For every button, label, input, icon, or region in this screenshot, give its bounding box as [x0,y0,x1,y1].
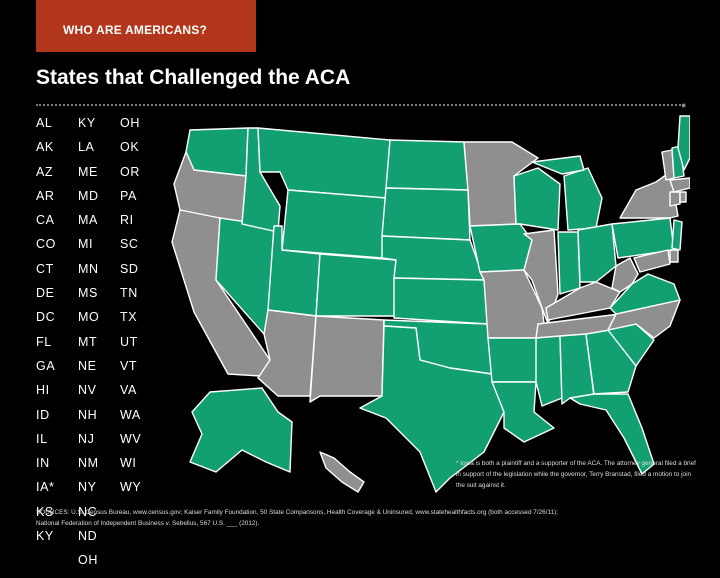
state-abbr: MN [78,261,99,276]
state-de [669,249,679,263]
state-abbr: DC [36,310,56,325]
section-tab: WHO ARE AMERICANS? [36,0,256,52]
state-ct [669,191,681,207]
state-abbr: MS [78,286,98,301]
state-nj [671,219,683,251]
state-abbr: KY [78,116,96,130]
state-abbr: ME [78,164,98,179]
state-abbr: OK [120,140,140,155]
state-abbr: CT [36,261,54,276]
state-abbr: ND [78,529,98,544]
state-abbr: SC [120,237,139,252]
state-ne [381,235,485,281]
state-abbr: MA [78,213,98,228]
state-abbr: TN [120,286,138,301]
state-abbr: OR [120,164,140,179]
state-abbr: MO [78,310,100,325]
state-ak [189,387,293,473]
state-abbr: CO [36,237,56,252]
state-mi-up [531,155,585,175]
state-abbr: HI [36,383,50,398]
us-states-map [171,115,690,493]
state-tx [359,325,505,493]
state-la [491,381,555,443]
state-abbr: AR [36,188,55,203]
state-abbr: OH [120,116,140,130]
state-abbr: FL [36,334,52,349]
state-abbr: PA [120,188,137,203]
state-ri [679,191,687,203]
state-abbr: NM [78,456,99,471]
state-co [315,253,397,317]
state-il [523,229,559,325]
state-abbr: DE [36,286,55,301]
state-abbr: TX [120,310,138,325]
state-nm [309,315,385,403]
state-abbr: OH [78,553,98,568]
section-tab-label: WHO ARE AMERICANS? [63,23,208,37]
state-abbr: WI [120,456,137,471]
state-wi [513,167,561,231]
state-abbr: WA [120,407,141,422]
state-column-3: OH OK OR PA RI SC SD TN TX UT VT VA WA WV WI WY [120,116,141,505]
state-abbr: AL [36,116,53,130]
state-column-1: AL AK AZ AR CA CO CT DE DC FL GA HI ID IL IN IA* KS KY [36,116,56,553]
state-abbr: GA [36,358,56,373]
state-abbr: ID [36,407,50,422]
state-abbr: MI [78,237,94,252]
state-mt [257,127,391,199]
state-abbr: NH [78,407,98,422]
state-abbr: CA [36,213,55,228]
iowa-footnote: * Iowa is both a plaintiff and a support… [456,460,696,489]
state-ga [585,329,637,395]
state-abbr: NY [78,480,97,495]
state-abbr: RI [120,213,134,228]
state-abbr: WV [120,431,142,446]
state-abbr: KY [36,529,54,544]
state-abbr: LA [78,140,95,155]
state-wa [185,127,249,177]
state-abbr: VT [120,358,138,373]
title-divider [36,104,684,106]
state-abbr: KS [36,504,54,519]
state-ks [393,277,489,325]
state-abbr: NC [78,504,98,519]
state-hi [319,451,365,493]
state-sd [381,187,471,241]
state-ar [487,337,541,383]
state-ia [469,223,533,273]
state-ms [535,335,563,407]
state-me [677,115,690,171]
state-abbr: UT [120,334,138,349]
state-in [557,231,581,295]
state-abbr: MD [78,188,99,203]
state-wy [281,189,387,259]
state-abbr: AK [36,140,54,155]
state-abbr: VA [120,383,137,398]
sources-citation: SOURCES: U.S. Census Bureau, www.census.… [36,509,559,527]
state-ma [669,177,690,193]
state-abbr: AZ [36,164,54,179]
state-abbr: MT [78,334,98,349]
state-fl [569,393,655,475]
state-abbr: NV [78,383,97,398]
state-wv [611,257,639,293]
state-oh [577,223,617,283]
slide-title: States that Challenged the ACA [36,66,351,89]
state-abbr: WY [120,480,142,495]
state-abbr: IN [36,456,50,471]
state-abbr: SD [120,261,139,276]
state-mi [563,167,603,231]
state-az [257,309,317,397]
state-md [633,249,671,273]
state-abbr: NJ [78,431,95,446]
divider-end-marker: ● [681,100,687,110]
state-abbr: IA* [36,480,55,495]
state-nd [385,139,469,191]
state-abbr: IL [36,431,48,446]
state-abbr: NE [78,358,97,373]
